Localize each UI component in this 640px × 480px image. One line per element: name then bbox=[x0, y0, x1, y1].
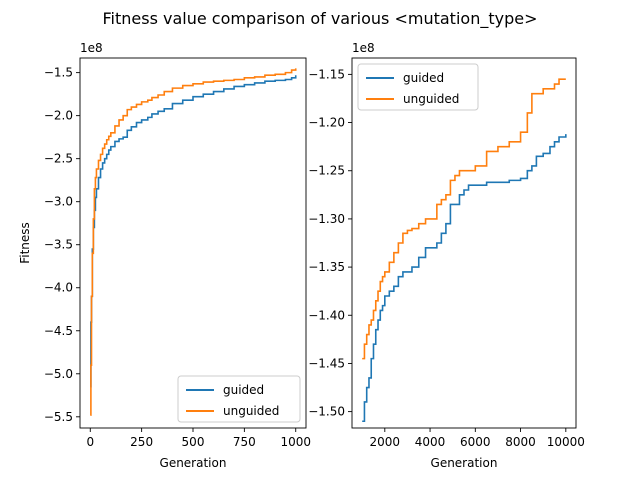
legend: guided unguided bbox=[177, 375, 301, 423]
y-tick-label: −1.5 bbox=[44, 66, 73, 80]
left-subplot: 0 250 500 750 1000 −5.5 −5.0 −4.5 −4.0 −3.5 −3.0 −2… bbox=[18, 41, 311, 470]
series-line-unguided bbox=[90, 68, 297, 416]
y-tick-label: −5.5 bbox=[44, 410, 73, 424]
x-tick-label: 1000 bbox=[280, 435, 311, 449]
axes-frame bbox=[351, 57, 577, 429]
series-line-unguided bbox=[362, 78, 566, 360]
y-tick-label: −5.0 bbox=[44, 367, 73, 381]
y-tick-label: −1.25 bbox=[308, 164, 345, 178]
x-tick-label: 250 bbox=[130, 435, 153, 449]
y-tick-label: −4.5 bbox=[44, 324, 73, 338]
y-tick-label: −3.0 bbox=[44, 195, 73, 209]
x-tick-label: 10000 bbox=[547, 435, 585, 449]
legend-label-guided: guided bbox=[403, 71, 444, 85]
x-tick-label: 750 bbox=[233, 435, 256, 449]
legend-label-unguided: unguided bbox=[223, 404, 279, 418]
x-tick-label: 0 bbox=[86, 435, 94, 449]
y-tick-label: −2.5 bbox=[44, 152, 73, 166]
figure-suptitle: Fitness value comparison of various <mut… bbox=[103, 9, 538, 29]
x-tick-label: 2000 bbox=[370, 435, 401, 449]
x-tick-label: 500 bbox=[182, 435, 205, 449]
y-tick-label: −1.35 bbox=[308, 260, 345, 274]
x-axis-label: Generation bbox=[160, 456, 227, 470]
series-line-guided bbox=[362, 134, 567, 423]
y-offset-label: 1e8 bbox=[80, 41, 103, 55]
legend: guided unguided bbox=[357, 63, 479, 111]
y-tick-label: −3.5 bbox=[44, 238, 73, 252]
y-tick-label: −1.45 bbox=[308, 356, 345, 370]
x-axis-label: Generation bbox=[431, 456, 498, 470]
y-tick-label: −1.15 bbox=[308, 67, 345, 81]
y-tick-label: −1.50 bbox=[308, 405, 345, 419]
right-subplot: 2000 4000 6000 8000 10000 −1.50 −1.45 −1.40 −1.3… bbox=[308, 41, 585, 470]
y-tick-label: −1.30 bbox=[308, 212, 345, 226]
y-tick-label: −2.0 bbox=[44, 109, 73, 123]
y-tick-label: −1.40 bbox=[308, 308, 345, 322]
x-tick-label: 4000 bbox=[415, 435, 446, 449]
y-tick-label: −1.20 bbox=[308, 116, 345, 130]
x-tick-label: 6000 bbox=[460, 435, 491, 449]
y-offset-label: 1e8 bbox=[352, 41, 375, 55]
x-tick-label: 8000 bbox=[505, 435, 536, 449]
y-axis-label: Fitness bbox=[18, 222, 32, 264]
legend-label-unguided: unguided bbox=[403, 92, 459, 106]
series-line-guided bbox=[90, 75, 297, 388]
y-tick-label: −4.0 bbox=[44, 281, 73, 295]
legend-label-guided: guided bbox=[223, 383, 264, 397]
